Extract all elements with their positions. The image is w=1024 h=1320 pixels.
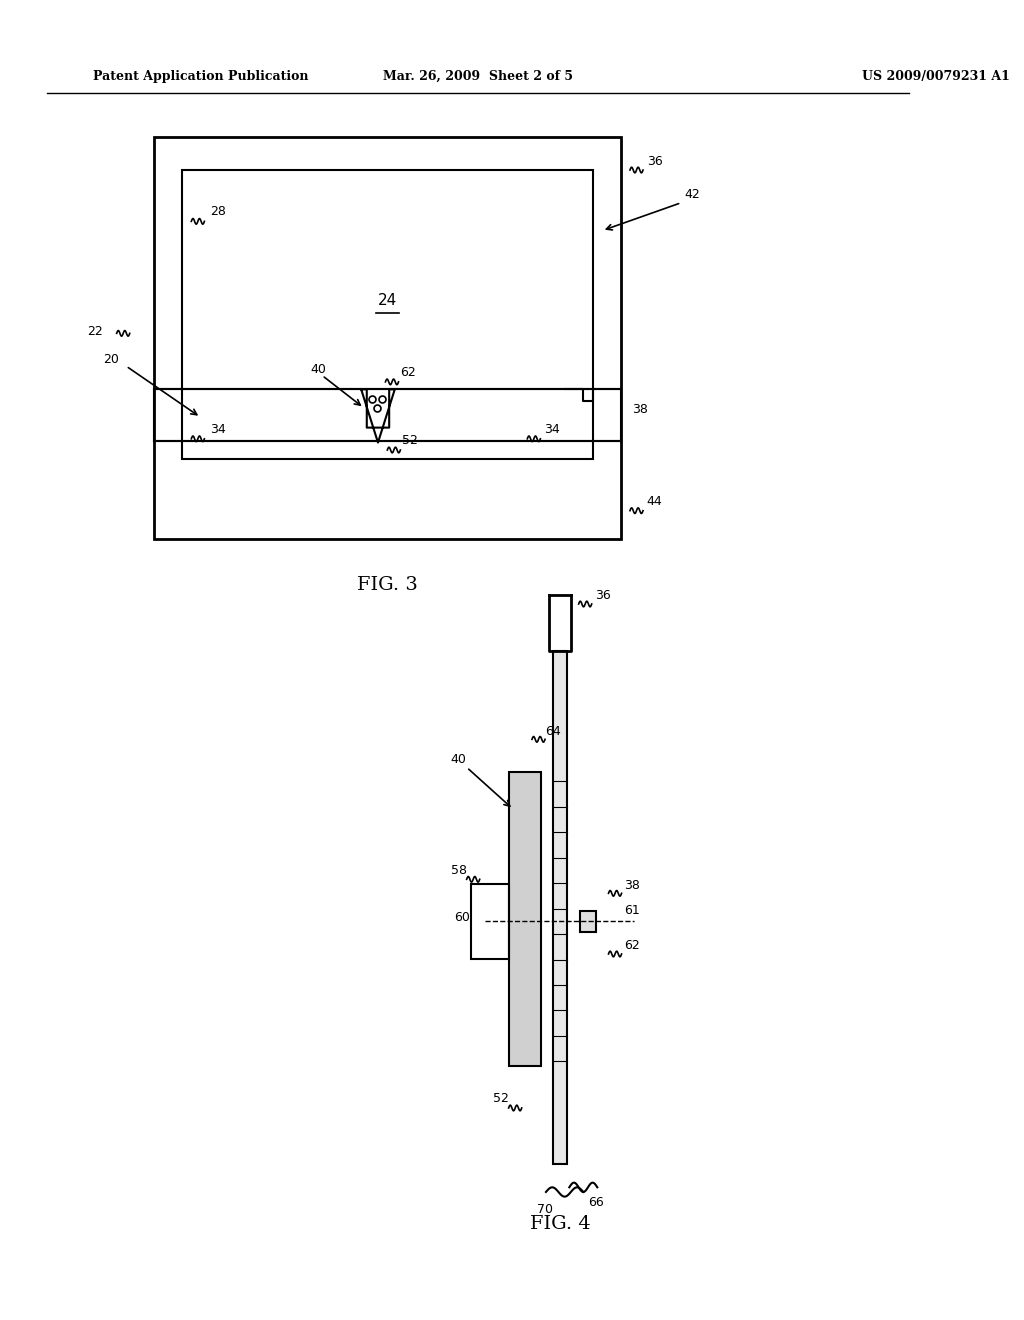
Text: FIG. 4: FIG. 4 — [529, 1216, 591, 1233]
Text: 22: 22 — [87, 325, 102, 338]
Text: 44: 44 — [647, 495, 663, 508]
Text: 52: 52 — [402, 434, 418, 447]
Text: 40: 40 — [311, 363, 327, 376]
Text: US 2009/0079231 A1: US 2009/0079231 A1 — [862, 70, 1011, 83]
Text: 62: 62 — [400, 366, 416, 379]
Text: 42: 42 — [684, 187, 699, 201]
Bar — [182, 170, 593, 459]
Text: 58: 58 — [451, 863, 467, 876]
Bar — [154, 137, 621, 539]
Bar — [509, 772, 542, 1067]
Text: 52: 52 — [493, 1093, 509, 1105]
Text: 40: 40 — [451, 752, 467, 766]
Bar — [154, 389, 621, 441]
Text: 34: 34 — [544, 424, 560, 436]
Text: 36: 36 — [595, 589, 611, 602]
Bar — [471, 884, 509, 958]
Text: Patent Application Publication: Patent Application Publication — [93, 70, 309, 83]
Text: 38: 38 — [632, 403, 648, 416]
Text: 62: 62 — [625, 940, 640, 952]
Text: 38: 38 — [625, 879, 640, 891]
Text: 61: 61 — [625, 904, 640, 917]
Text: FIG. 3: FIG. 3 — [357, 576, 418, 594]
Text: 28: 28 — [210, 205, 226, 218]
Text: 20: 20 — [102, 354, 119, 366]
Text: 34: 34 — [210, 424, 225, 436]
Text: 66: 66 — [588, 1196, 604, 1209]
Bar — [580, 911, 596, 932]
Text: 64: 64 — [545, 725, 561, 738]
Text: 70: 70 — [537, 1203, 553, 1216]
Text: Mar. 26, 2009  Sheet 2 of 5: Mar. 26, 2009 Sheet 2 of 5 — [383, 70, 572, 83]
Text: 24: 24 — [378, 293, 397, 309]
Bar — [553, 651, 567, 1164]
Text: 36: 36 — [647, 156, 663, 169]
Text: 60: 60 — [455, 911, 470, 924]
